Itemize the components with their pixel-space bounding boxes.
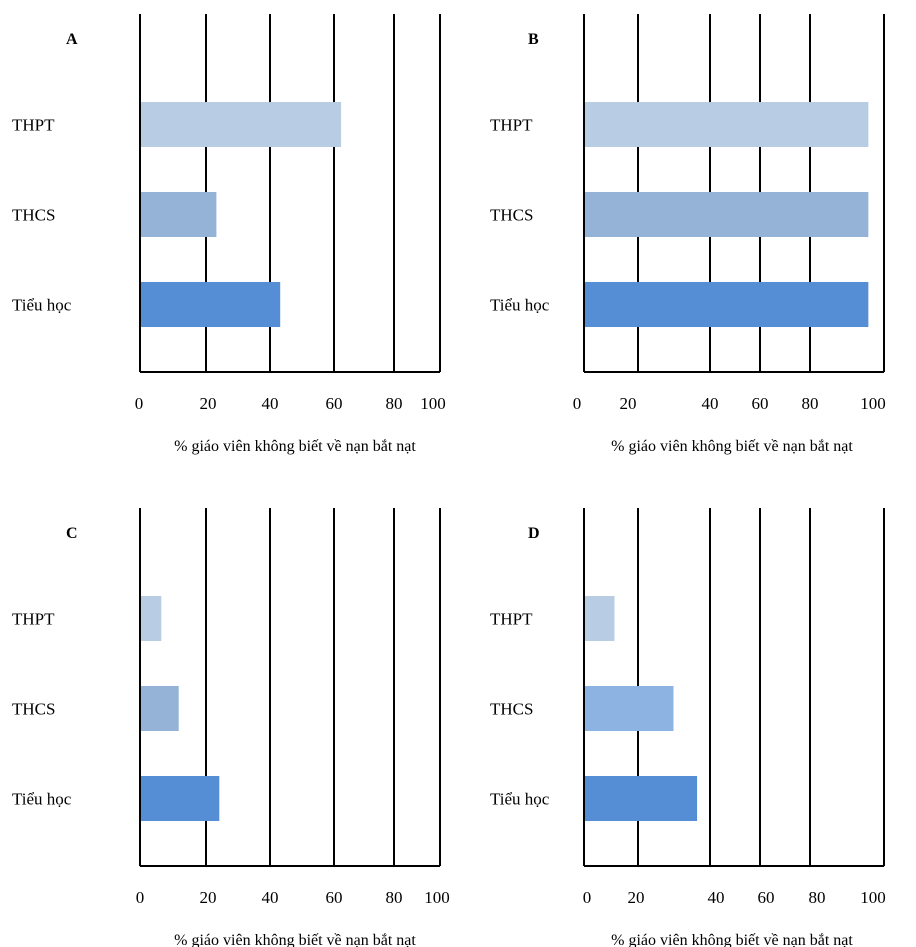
panel-c-tick-label: 40 [262, 888, 279, 907]
panel-a-bar-thcs [141, 192, 217, 237]
panel-d-label: D [528, 525, 540, 542]
panel-d-category-label: Tiểu học [490, 790, 550, 809]
panel-b-tick-label: 0 [573, 394, 582, 413]
panel-a-tick-label: 20 [200, 394, 217, 413]
panel-d-bar-thpt [585, 596, 615, 641]
panel-a-label: A [66, 31, 78, 48]
panel-b-category-label: THCS [490, 206, 533, 225]
panel-d-bar-tiểu-học [585, 776, 698, 821]
panel-d-category-label: THCS [490, 700, 533, 719]
panel-b-bar-tiểu-học [585, 282, 869, 327]
panel-b-x-axis-label: % giáo viên không biết về nạn bắt nạt [611, 438, 853, 455]
panel-c-tick-label: 60 [326, 888, 343, 907]
panel-b-tick-label: 80 [802, 394, 819, 413]
panel-d-tick-label: 40 [708, 888, 725, 907]
panel-c-category-label: THCS [12, 700, 55, 719]
panel-d-tick-label: 20 [628, 888, 645, 907]
panel-d-tick-label: 0 [583, 888, 592, 907]
panel-b-label: B [528, 31, 539, 48]
panel-c-bar-tiểu-học [141, 776, 220, 821]
panel-d-bar-thcs [585, 686, 674, 731]
panel-c-bar-thpt [141, 596, 162, 641]
panel-a-tick-label: 60 [326, 394, 343, 413]
panel-a-tick-label: 40 [262, 394, 279, 413]
panel-c-x-axis-label: % giáo viên không biết về nạn bắt nạt [174, 932, 416, 947]
panel-d-tick-label: 80 [809, 888, 826, 907]
panel-c-category-label: Tiểu học [12, 790, 72, 809]
panel-a-bar-tiểu-học [141, 282, 281, 327]
panel-c-tick-label: 20 [200, 888, 217, 907]
panel-b-tick-label: 20 [620, 394, 637, 413]
panel-a-x-axis-label: % giáo viên không biết về nạn bắt nạt [174, 438, 416, 455]
panel-b-bar-thcs [585, 192, 869, 237]
panel-a-bar-thpt [141, 102, 342, 147]
panel-a-tick-label: 80 [386, 394, 403, 413]
panel-a-category-label: THPT [12, 116, 55, 135]
panel-a-category-label: THCS [12, 206, 55, 225]
panel-c-label: C [66, 525, 78, 542]
panel-d-tick-label: 100 [860, 888, 886, 907]
panel-b-tick-label: 40 [702, 394, 719, 413]
panel-c-tick-label: 80 [386, 888, 403, 907]
panel-c-tick-label: 0 [136, 888, 145, 907]
panel-b-bar-thpt [585, 102, 869, 147]
panel-d-category-label: THPT [490, 610, 533, 629]
panel-c-bar-thcs [141, 686, 179, 731]
panel-a-category-label: Tiểu học [12, 296, 72, 315]
panel-b-tick-label: 60 [752, 394, 769, 413]
panel-d-x-axis-label: % giáo viên không biết về nạn bắt nạt [611, 932, 853, 947]
panel-b-category-label: THPT [490, 116, 533, 135]
panel-c-category-label: THPT [12, 610, 55, 629]
panel-b-tick-label: 100 [860, 394, 886, 413]
panel-a-tick-label: 100 [420, 394, 446, 413]
panel-c-tick-label: 100 [424, 888, 450, 907]
panel-a-tick-label: 0 [135, 394, 144, 413]
panel-d-tick-label: 60 [758, 888, 775, 907]
panel-b-category-label: Tiểu học [490, 296, 550, 315]
